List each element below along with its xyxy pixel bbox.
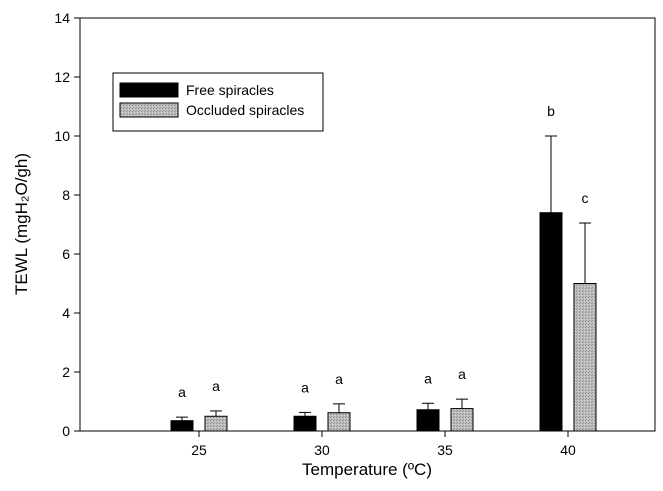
significance-letter: a bbox=[212, 378, 220, 394]
significance-letter: a bbox=[301, 379, 309, 395]
significance-letter: a bbox=[178, 384, 186, 400]
bar-free-spiracles bbox=[293, 415, 317, 432]
legend-swatch-free-spiracles bbox=[119, 82, 179, 98]
legend-label-occluded-spiracles: Occluded spiracles bbox=[186, 102, 304, 118]
bar-free-spiracles bbox=[416, 409, 440, 432]
y-axis-title: TEWL (mgH₂O/gh) bbox=[12, 153, 31, 295]
y-tick-label: 6 bbox=[62, 246, 70, 262]
legend-label-free-spiracles: Free spiracles bbox=[186, 82, 274, 98]
bar-free-spiracles bbox=[539, 212, 563, 432]
x-axis: 25 30 35 40 bbox=[191, 431, 576, 458]
y-tick-label: 8 bbox=[62, 187, 70, 203]
significance-letter: b bbox=[547, 103, 555, 119]
significance-letter: a bbox=[335, 371, 343, 387]
legend-swatch-occluded-spiracles bbox=[119, 102, 179, 118]
significance-letter: a bbox=[424, 370, 432, 386]
bar-occluded-spiracles bbox=[450, 408, 474, 432]
plot-frame bbox=[79, 17, 656, 432]
x-tick-label: 35 bbox=[437, 442, 453, 458]
bar-occluded-spiracles bbox=[327, 412, 351, 432]
y-tick-label: 0 bbox=[62, 423, 70, 439]
x-tick-label: 30 bbox=[314, 442, 330, 458]
y-tick-label: 12 bbox=[54, 69, 70, 85]
significance-letter: c bbox=[582, 190, 589, 206]
significance-labels: a a a b a a a c bbox=[178, 103, 588, 400]
bar-occluded-spiracles bbox=[573, 283, 597, 432]
bar-occluded-spiracles bbox=[204, 415, 228, 432]
x-tick-label: 25 bbox=[191, 442, 207, 458]
bars bbox=[170, 212, 597, 432]
significance-letter: a bbox=[458, 366, 466, 382]
y-tick-label: 14 bbox=[54, 10, 70, 26]
error-bars bbox=[176, 135, 591, 421]
y-tick-label: 2 bbox=[62, 364, 70, 380]
x-axis-title: Temperature (ºC) bbox=[302, 460, 432, 479]
x-tick-label: 40 bbox=[560, 442, 576, 458]
y-tick-label: 10 bbox=[54, 128, 70, 144]
legend: Free spiracles Occluded spiracles bbox=[112, 72, 324, 132]
y-axis: 0 2 4 6 8 10 12 14 bbox=[54, 10, 80, 439]
bar-free-spiracles bbox=[170, 420, 194, 432]
y-tick-label: 4 bbox=[62, 305, 70, 321]
